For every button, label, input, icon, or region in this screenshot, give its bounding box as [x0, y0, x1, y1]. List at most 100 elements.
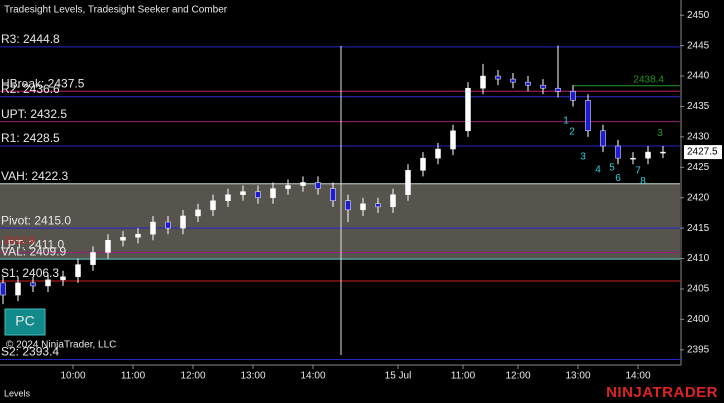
candle-body	[120, 237, 126, 241]
y-tick-label: 2415	[687, 223, 710, 234]
candle-body	[60, 276, 66, 281]
candle-body	[615, 145, 621, 159]
y-tick-label: 2430	[687, 132, 710, 143]
candle-body	[15, 282, 21, 296]
candle-body	[375, 203, 381, 208]
level-label: S1: 2406.3	[1, 266, 59, 280]
brand-logo: NINJATRADER	[606, 384, 718, 401]
level-label: R3: 2444.8	[1, 32, 60, 46]
candle-body	[495, 75, 501, 80]
level-label: VAL: 2409.9	[1, 244, 66, 258]
candle-body	[300, 182, 306, 186]
y-tick-label: 2440	[687, 71, 710, 82]
candle-body	[570, 91, 576, 101]
y-tick-label: 2425	[687, 162, 710, 173]
candle-body	[180, 215, 186, 229]
candle-body	[405, 170, 411, 195]
candle-body	[585, 100, 591, 132]
y-tick-label: 2395	[687, 344, 710, 355]
candle-body	[45, 279, 51, 287]
count-label: 5	[609, 163, 615, 174]
count-label: 6	[615, 173, 621, 184]
candle-body	[285, 185, 291, 189]
candle-body	[30, 282, 36, 287]
value-area	[0, 183, 680, 260]
pc-button-bg[interactable]	[4, 308, 46, 336]
y-tick-label: 2435	[687, 101, 710, 112]
count-label: 2	[569, 127, 575, 138]
x-tick-label: 14:00	[300, 371, 325, 382]
candle-body	[540, 84, 546, 89]
candle-body	[345, 200, 351, 211]
x-tick-label: 13:00	[565, 371, 590, 382]
candle-body	[660, 151, 666, 154]
candle-body	[360, 203, 366, 211]
y-tick-label: 2450	[687, 10, 710, 21]
candle-body	[165, 221, 171, 229]
candle-body	[600, 130, 606, 147]
candle-body	[555, 87, 561, 92]
y-tick-label: 2400	[687, 314, 710, 325]
candle-body	[450, 130, 456, 150]
x-tick-label: 12:00	[505, 371, 530, 382]
x-tick-label: 11:00	[451, 371, 476, 382]
candle-body	[510, 78, 516, 83]
pc-button[interactable]: PC	[4, 308, 46, 336]
x-tick-label: 13:00	[240, 371, 265, 382]
candle-body	[75, 264, 81, 278]
candle-body	[210, 200, 216, 211]
x-tick-label: 15 Jul	[385, 371, 412, 382]
pc-button-label[interactable]: PC	[15, 313, 34, 329]
candle-body	[420, 157, 426, 171]
copyright: © 2024 NinjaTrader, LLC	[6, 340, 116, 351]
count-label: 3	[580, 152, 586, 163]
x-tick-label: 14:00	[625, 371, 650, 382]
candle-body	[465, 87, 471, 132]
candle-body	[630, 157, 636, 160]
candle-body	[330, 188, 336, 201]
panel-label: Levels	[4, 388, 31, 398]
x-tick-label: 10:00	[60, 371, 85, 382]
plot-underlay	[0, 46, 680, 361]
count-label: 3	[657, 128, 663, 139]
count-label: 8	[640, 176, 646, 187]
count-label: 1	[563, 116, 569, 127]
level-label: S2: 2393.4	[1, 345, 59, 359]
candle-body	[255, 191, 261, 198]
x-tick-label: 12:00	[180, 371, 205, 382]
candle-body	[435, 148, 441, 159]
y-tick-label: 2420	[687, 192, 710, 203]
price-note: 2412.9	[4, 236, 35, 247]
level-label: HBreak: 2437.5	[1, 76, 85, 90]
level-label: R1: 2428.5	[1, 131, 60, 145]
y-tick-label: 2445	[687, 40, 710, 51]
candle-body	[525, 81, 531, 86]
last-price-box	[684, 145, 722, 160]
candle-body	[195, 209, 201, 217]
chart-title: Tradesight Levels, Tradesight Seeker and…	[4, 5, 228, 16]
candle-body	[645, 151, 651, 159]
candle-body	[480, 75, 486, 89]
candle-body	[240, 191, 246, 195]
candle-body	[315, 182, 321, 189]
level-label: R2: 2436.6	[1, 82, 60, 96]
candle-body	[90, 252, 96, 265]
x-tick-label: 11:00	[121, 371, 146, 382]
candle-body	[270, 188, 276, 198]
y-tick-label: 2410	[687, 253, 710, 264]
last-price-label: 2427.5	[687, 147, 718, 158]
candle-body	[150, 221, 156, 235]
level-label: UPT: 2432.5	[1, 107, 67, 121]
candle-body	[105, 240, 111, 253]
level-label: Pivot: 2415.0	[1, 213, 71, 227]
candle-body	[390, 194, 396, 208]
y-tick-label: 2405	[687, 284, 710, 295]
count-label: 7	[635, 166, 641, 177]
candle-body	[0, 282, 6, 296]
level-label: VAH: 2422.3	[1, 169, 68, 183]
count-label: 4	[595, 164, 601, 175]
candle-body	[225, 194, 231, 202]
level-label: LPT: 2411.0	[1, 238, 64, 252]
candle-body	[135, 233, 141, 238]
